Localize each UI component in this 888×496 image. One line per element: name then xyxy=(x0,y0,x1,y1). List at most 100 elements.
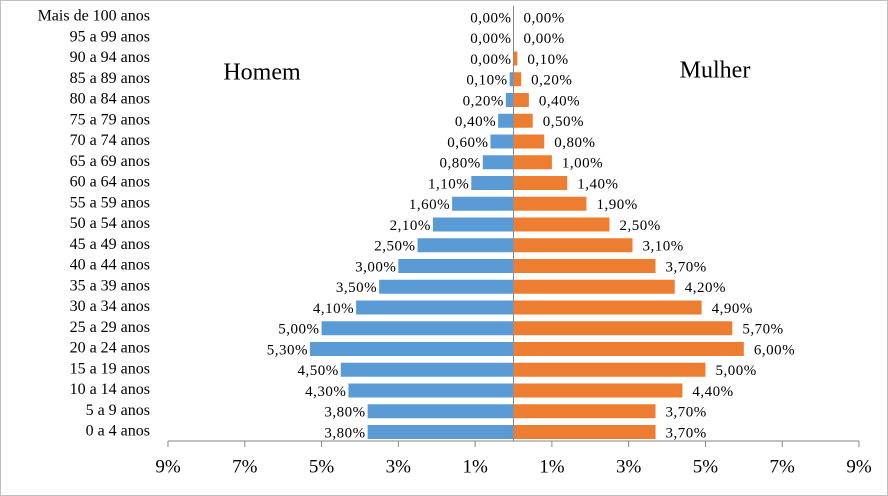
category-label: 40 a 44 anos xyxy=(70,257,150,274)
category-label: 85 a 89 anos xyxy=(70,70,150,87)
bar xyxy=(367,425,514,439)
value-label: 3,70% xyxy=(666,425,707,441)
value-label: 1,60% xyxy=(409,197,450,213)
value-label: 0,80% xyxy=(554,135,595,151)
value-label: 1,90% xyxy=(596,197,637,213)
bar xyxy=(471,176,514,190)
bar xyxy=(513,362,706,377)
value-label: 0,80% xyxy=(440,156,481,172)
bar xyxy=(513,176,568,190)
category-label: 15 a 19 anos xyxy=(70,360,150,377)
bar xyxy=(513,279,675,294)
x-tick-label: 3% xyxy=(386,456,412,477)
value-label: 4,50% xyxy=(298,363,339,379)
category-label: 45 a 49 anos xyxy=(70,236,150,253)
bar xyxy=(513,155,552,170)
value-label: 5,00% xyxy=(715,363,756,379)
value-label: 3,70% xyxy=(666,259,707,275)
bar xyxy=(321,321,514,336)
bar xyxy=(432,217,514,232)
value-label: 4,20% xyxy=(685,280,726,296)
value-label: 3,70% xyxy=(666,405,707,421)
bar xyxy=(513,113,533,128)
bar xyxy=(482,155,514,170)
value-label: 0,00% xyxy=(524,31,565,47)
bar xyxy=(513,238,633,253)
category-label: 90 a 94 anos xyxy=(70,49,150,66)
bar xyxy=(509,72,514,87)
bar xyxy=(379,279,514,294)
bar xyxy=(513,404,656,419)
category-label: 35 a 39 anos xyxy=(70,277,150,294)
value-label: 5,70% xyxy=(742,322,783,338)
x-tick-label: 5% xyxy=(309,456,335,477)
category-label: 75 a 79 anos xyxy=(70,111,150,128)
bar xyxy=(356,300,514,315)
value-label: 0,10% xyxy=(527,52,568,68)
value-label: 4,90% xyxy=(712,301,753,317)
category-label: 60 a 64 anos xyxy=(70,174,150,191)
bar xyxy=(513,425,656,439)
category-label: 20 a 24 anos xyxy=(70,340,150,357)
value-label: 3,80% xyxy=(324,425,365,441)
value-label: 2,50% xyxy=(619,218,660,234)
bar xyxy=(367,404,514,419)
series-title: Homem xyxy=(223,60,301,86)
bar xyxy=(513,196,587,211)
value-label: 2,50% xyxy=(374,239,415,255)
value-label: 4,30% xyxy=(305,384,346,400)
value-label: 0,00% xyxy=(524,10,565,26)
value-label: 4,10% xyxy=(313,301,354,317)
category-label: 80 a 84 anos xyxy=(70,91,150,108)
value-label: 3,00% xyxy=(355,259,396,275)
x-tick-label: 7% xyxy=(232,456,258,477)
value-label: 4,40% xyxy=(692,384,733,400)
value-label: 0,50% xyxy=(543,114,584,130)
value-label: 0,20% xyxy=(531,73,572,89)
bar xyxy=(498,113,514,128)
value-label: 6,00% xyxy=(754,342,795,358)
value-label: 5,00% xyxy=(278,322,319,338)
category-label: Mais de 100 anos xyxy=(38,8,150,25)
category-label: 50 a 54 anos xyxy=(70,215,150,232)
category-label: 25 a 29 anos xyxy=(70,319,150,336)
value-label: 0,00% xyxy=(470,31,511,47)
x-tick-label: 7% xyxy=(770,456,796,477)
value-label: 2,10% xyxy=(390,218,431,234)
bar xyxy=(513,93,529,107)
value-label: 1,10% xyxy=(428,176,469,192)
bar xyxy=(513,259,656,273)
category-label: 65 a 69 anos xyxy=(70,153,150,170)
bar xyxy=(490,134,514,149)
x-tick-label: 1% xyxy=(462,456,488,477)
bar xyxy=(513,217,610,232)
value-label: 0,00% xyxy=(470,10,511,26)
bar xyxy=(417,238,514,253)
x-tick-label: 3% xyxy=(616,456,642,477)
value-label: 0,60% xyxy=(447,135,488,151)
x-tick-label: 9% xyxy=(155,456,181,477)
value-label: 3,10% xyxy=(643,239,684,255)
bar xyxy=(348,383,514,398)
value-label: 0,40% xyxy=(455,114,496,130)
value-label: 0,20% xyxy=(463,93,504,109)
value-label: 3,80% xyxy=(324,405,365,421)
value-label: 5,30% xyxy=(267,342,308,358)
category-label: 95 a 99 anos xyxy=(70,28,150,45)
bar xyxy=(452,196,514,211)
value-label: 1,40% xyxy=(577,176,618,192)
category-label: 70 a 74 anos xyxy=(70,132,150,149)
category-label: 10 a 14 anos xyxy=(70,381,150,398)
value-label: 1,00% xyxy=(562,156,603,172)
value-label: 0,10% xyxy=(466,73,507,89)
value-label: 3,50% xyxy=(336,280,377,296)
bar xyxy=(513,134,545,149)
x-tick-label: 1% xyxy=(539,456,565,477)
x-tick-label: 5% xyxy=(693,456,719,477)
value-label: 0,00% xyxy=(470,52,511,68)
value-label: 0,40% xyxy=(539,93,580,109)
bar xyxy=(513,383,683,398)
bar xyxy=(398,259,514,273)
bar xyxy=(505,93,514,107)
